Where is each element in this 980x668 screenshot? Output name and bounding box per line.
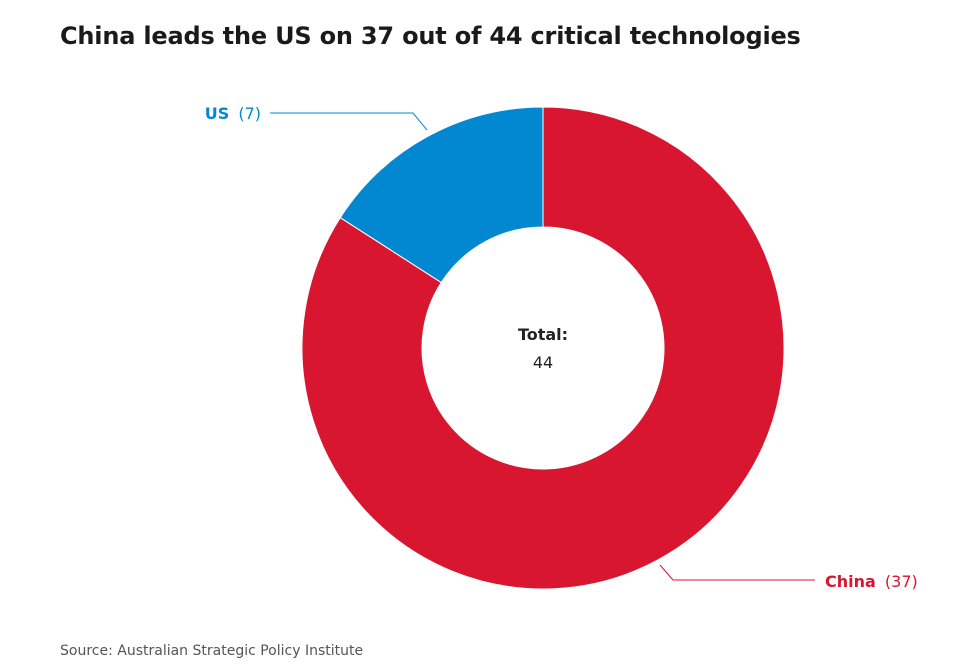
chart-title: China leads the US on 37 out of 44 criti… [60,22,801,50]
source-note: Source: Australian Strategic Policy Inst… [60,643,364,659]
us-label: US (7) [205,104,261,123]
china-label-count: (37) [885,572,918,591]
china-label: China (37) [825,572,918,591]
center-total-value: 44 [533,353,553,372]
us-leader-line [270,112,428,131]
center-total-label: Total: [518,325,568,344]
us-label-count: (7) [238,104,261,123]
donut-slices [301,106,785,590]
china-label-name: China [825,572,876,591]
slice-us [339,106,544,284]
slice-china [301,106,785,590]
china-leader-line [659,564,815,581]
us-label-name: US [205,104,230,123]
